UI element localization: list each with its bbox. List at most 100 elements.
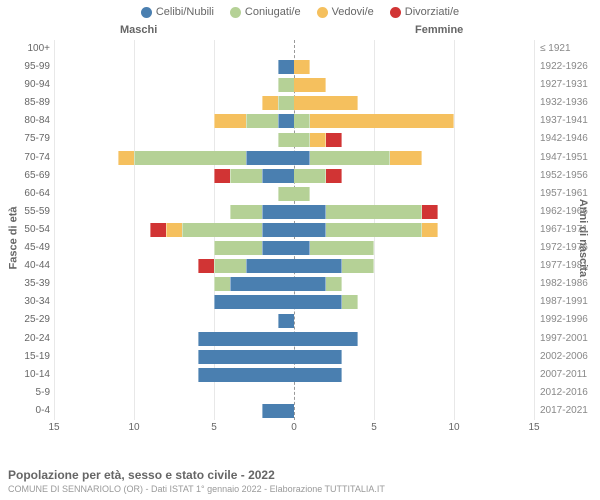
- male-bar: [198, 368, 294, 382]
- male-header: Maschi: [120, 24, 157, 36]
- bar-segment: [278, 187, 294, 201]
- bar-segment: [198, 368, 294, 382]
- bar-segment: [422, 223, 438, 237]
- bar-segment: [294, 295, 342, 309]
- birth-tick: 1952-1956: [540, 167, 598, 185]
- age-tick: 65-69: [2, 167, 50, 185]
- pyramid-row: [54, 277, 534, 291]
- male-bar: [214, 277, 294, 291]
- female-bar: [294, 114, 454, 128]
- pyramid-row: [54, 314, 534, 328]
- legend-swatch: [230, 7, 241, 18]
- male-bar: [278, 78, 294, 92]
- bar-segment: [262, 169, 294, 183]
- bar-segment: [294, 332, 358, 346]
- birth-tick: 1987-1991: [540, 293, 598, 311]
- bar-segment: [310, 241, 374, 255]
- female-bar: [294, 96, 358, 110]
- age-tick: 80-84: [2, 112, 50, 130]
- birth-tick: 1927-1931: [540, 76, 598, 94]
- age-tick: 10-14: [2, 366, 50, 384]
- female-header: Femmine: [415, 24, 463, 36]
- legend-label: Celibi/Nubili: [156, 6, 214, 18]
- bar-segment: [118, 151, 134, 165]
- age-tick: 60-64: [2, 185, 50, 203]
- chart-title: Popolazione per età, sesso e stato civil…: [8, 468, 592, 482]
- female-bar: [294, 332, 358, 346]
- bar-segment: [294, 205, 326, 219]
- bar-segment: [294, 114, 310, 128]
- pyramid-row: [54, 368, 534, 382]
- birth-tick: 1977-1981: [540, 257, 598, 275]
- bar-segment: [326, 223, 422, 237]
- birth-tick: 1997-2001: [540, 330, 598, 348]
- pyramid-row: [54, 205, 534, 219]
- age-tick: 95-99: [2, 58, 50, 76]
- bar-segment: [134, 151, 246, 165]
- age-tick: 90-94: [2, 76, 50, 94]
- bar-segment: [198, 350, 294, 364]
- female-bar: [294, 368, 342, 382]
- bar-segment: [326, 277, 342, 291]
- pyramid-row: [54, 386, 534, 400]
- bar-segment: [326, 133, 342, 147]
- bar-segment: [294, 169, 326, 183]
- legend-swatch: [390, 7, 401, 18]
- bar-segment: [278, 60, 294, 74]
- bar-segment: [262, 205, 294, 219]
- population-pyramid: Maschi Femmine Fasce di età Anni di nasc…: [0, 22, 600, 442]
- bar-segment: [166, 223, 182, 237]
- birth-tick: 1972-1976: [540, 239, 598, 257]
- pyramid-row: [54, 96, 534, 110]
- birth-tick: 2007-2011: [540, 366, 598, 384]
- bar-segment: [246, 151, 294, 165]
- female-bar: [294, 169, 342, 183]
- bar-segment: [326, 169, 342, 183]
- chart-subtitle: COMUNE DI SENNARIOLO (OR) - Dati ISTAT 1…: [8, 484, 592, 494]
- male-bar: [198, 332, 294, 346]
- bar-segment: [214, 241, 262, 255]
- bar-segment: [150, 223, 166, 237]
- age-tick: 40-44: [2, 257, 50, 275]
- age-tick: 5-9: [2, 384, 50, 402]
- legend-item: Divorziati/e: [390, 6, 459, 18]
- birth-tick: 1992-1996: [540, 311, 598, 329]
- bar-segment: [310, 151, 390, 165]
- bar-segment: [310, 133, 326, 147]
- male-bar: [214, 241, 294, 255]
- bar-segment: [294, 60, 310, 74]
- bar-segment: [342, 259, 374, 273]
- female-bar: [294, 151, 422, 165]
- female-bar: [294, 241, 374, 255]
- birth-tick: 1947-1951: [540, 149, 598, 167]
- bar-segment: [278, 96, 294, 110]
- pyramid-row: [54, 114, 534, 128]
- pyramid-row: [54, 42, 534, 56]
- male-bar: [278, 133, 294, 147]
- male-bar: [214, 169, 294, 183]
- bar-segment: [342, 295, 358, 309]
- age-tick: 15-19: [2, 348, 50, 366]
- pyramid-row: [54, 259, 534, 273]
- x-tick: 5: [211, 422, 217, 433]
- female-bar: [294, 259, 374, 273]
- legend-swatch: [141, 7, 152, 18]
- female-bar: [294, 350, 342, 364]
- bar-segment: [230, 205, 262, 219]
- female-bar: [294, 78, 326, 92]
- birth-tick: ≤ 1921: [540, 40, 598, 58]
- bar-segment: [246, 114, 278, 128]
- birth-tick: 1922-1926: [540, 58, 598, 76]
- birth-tick: 1962-1966: [540, 203, 598, 221]
- male-bar: [278, 187, 294, 201]
- female-bar: [294, 205, 438, 219]
- bar-segment: [294, 277, 326, 291]
- x-tick: 5: [371, 422, 377, 433]
- age-tick: 30-34: [2, 293, 50, 311]
- male-bar: [150, 223, 294, 237]
- female-bar: [294, 277, 342, 291]
- age-tick: 45-49: [2, 239, 50, 257]
- pyramid-row: [54, 187, 534, 201]
- bar-segment: [230, 169, 262, 183]
- bar-segment: [278, 314, 294, 328]
